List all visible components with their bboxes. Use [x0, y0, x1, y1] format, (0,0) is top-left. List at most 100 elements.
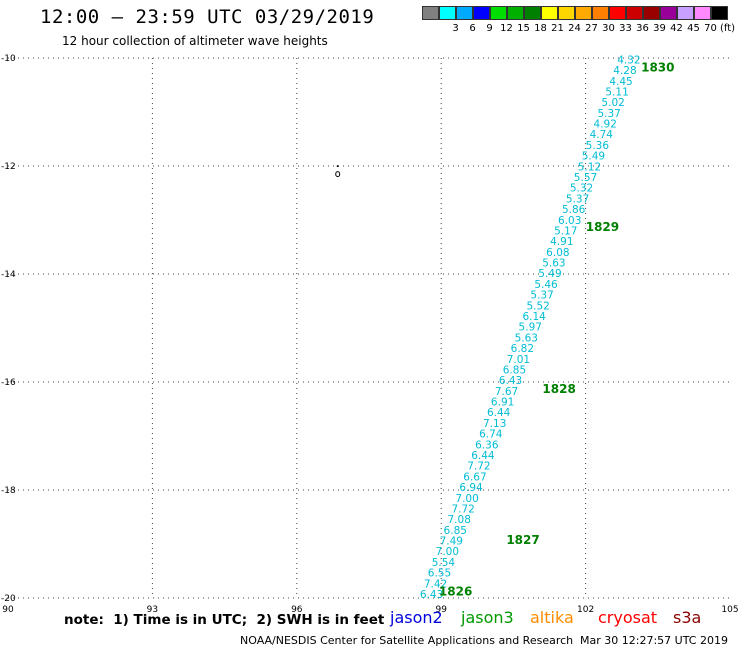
colorbar-swatch	[422, 6, 439, 20]
swh-value-label: 5.46	[534, 279, 558, 291]
colorbar-swatch	[694, 6, 711, 20]
colorbar-swatch	[490, 6, 507, 20]
swh-value-label: 5.37	[530, 290, 553, 302]
colorbar-swatch	[439, 6, 456, 20]
colorbar-label: 21	[551, 23, 564, 34]
swh-value-label: 7.00	[436, 546, 459, 558]
swh-value-label: 7.42	[424, 578, 447, 590]
colorbar-label: 36	[636, 23, 649, 34]
swh-value-label: 5.12	[578, 161, 601, 173]
colorbar-swatch	[592, 6, 609, 20]
colorbar-label: 39	[653, 23, 666, 34]
island-marker	[336, 165, 339, 168]
colorbar-swatch	[609, 6, 626, 20]
swh-value-label: 4.92	[594, 119, 617, 131]
swh-value-label: 7.67	[495, 386, 518, 398]
colorbar-label: 18	[534, 23, 547, 34]
colorbar-swatch	[643, 6, 660, 20]
swh-value-label: 6.91	[491, 397, 514, 409]
satellite-legend-jason2: jason2	[390, 608, 443, 627]
footer-timestamp: Mar 30 12:27:57 UTC 2019	[580, 634, 728, 647]
map-title: 12:00 — 23:59 UTC 03/29/2019	[40, 6, 375, 28]
x-tick-label: 102	[577, 605, 594, 615]
swh-value-label: 7.00	[455, 493, 478, 505]
colorbar-swatch	[524, 6, 541, 20]
swh-value-label: 5.37	[597, 108, 620, 120]
swh-value-label: 6.43	[420, 589, 443, 601]
colorbar-label: 24	[568, 23, 581, 34]
map-subtitle: 12 hour collection of altimeter wave hei…	[62, 34, 328, 48]
swh-value-label: 6.44	[487, 407, 511, 419]
y-tick-label: -16	[1, 378, 16, 388]
swh-value-label: 5.54	[432, 557, 456, 569]
swh-value-label: 5.11	[605, 86, 628, 98]
satellite-legend-cryosat: cryosat	[598, 608, 658, 627]
colorbar-swatch	[575, 6, 592, 20]
colorbar-label: 12	[500, 23, 513, 34]
x-tick-label: 96	[291, 605, 303, 615]
swh-value-label: 7.01	[507, 354, 530, 366]
x-tick-label: 105	[721, 605, 738, 615]
colorbar-swatch	[473, 6, 490, 20]
swh-value-label: 6.36	[475, 439, 499, 451]
y-tick-label: -18	[1, 486, 16, 496]
colorbar-label: 33	[619, 23, 632, 34]
swh-value-label: 6.67	[463, 471, 486, 483]
swh-value-label: 5.63	[542, 258, 565, 270]
swh-value-label: 5.52	[526, 300, 549, 312]
satellite-legend-jason3: jason3	[461, 608, 514, 627]
swh-value-label: 6.08	[546, 247, 569, 259]
satellite-legend-altika: altika	[530, 608, 574, 627]
swh-value-label: 6.94	[459, 482, 483, 494]
colorbar-label: 27	[585, 23, 598, 34]
swh-value-label: 4.91	[550, 236, 573, 248]
colorbar-label: 30	[602, 23, 615, 34]
colorbar-swatch	[507, 6, 524, 20]
swh-value-label: 5.02	[601, 97, 624, 109]
island-marker	[335, 171, 341, 178]
colorbar-swatch	[456, 6, 473, 20]
swh-value-label: 5.63	[515, 332, 538, 344]
colorbar-label: 45	[687, 23, 700, 34]
time-label: 1828	[542, 382, 575, 396]
swh-value-label: 4.74	[590, 129, 614, 141]
footer-credit: NOAA/NESDIS Center for Satellite Applica…	[240, 634, 574, 647]
colorbar-label: 6	[469, 23, 476, 34]
colorbar-label: 9	[486, 23, 493, 34]
colorbar-swatch	[660, 6, 677, 20]
swh-value-label: 6.43	[499, 375, 522, 387]
swh-value-label: 5.36	[586, 140, 610, 152]
swh-value-label: 7.08	[448, 514, 471, 526]
x-tick-label: 93	[147, 605, 158, 615]
colorbar-swatch	[626, 6, 643, 20]
swh-value-label: 7.72	[451, 503, 474, 515]
time-label: 1827	[506, 533, 539, 547]
swh-value-label: 5.32	[570, 183, 593, 195]
y-tick-label: -14	[1, 270, 16, 280]
colorbar-label: (ft)	[719, 23, 736, 34]
swh-value-label: 6.55	[428, 568, 451, 580]
swh-value-label: 4.32	[617, 54, 640, 66]
colorbar-swatch	[711, 6, 728, 20]
swh-value-label: 5.57	[574, 172, 597, 184]
swh-value-label: 6.03	[558, 215, 581, 227]
colorbar-swatch	[541, 6, 558, 20]
swh-value-label: 7.13	[483, 418, 506, 430]
colorbar-label: 3	[452, 23, 459, 34]
swh-value-label: 6.82	[511, 343, 534, 355]
time-label: 1830	[641, 61, 674, 75]
colorbar-label: 15	[517, 23, 530, 34]
swh-value-label: 5.17	[554, 225, 577, 237]
colorbar-swatch	[558, 6, 575, 20]
time-label: 1826	[439, 584, 472, 598]
x-tick-label: 99	[435, 605, 447, 615]
colorbar-label: 70	[704, 23, 717, 34]
colorbar-swatch	[677, 6, 694, 20]
satellite-legend-s3a: s3a	[673, 608, 702, 627]
swh-value-label: 6.85	[444, 525, 467, 537]
units-note: note: 1) Time is in UTC; 2) SWH is in fe…	[64, 612, 385, 628]
swh-value-label: 4.45	[609, 76, 632, 88]
swh-value-label: 7.72	[467, 461, 490, 473]
swh-value-label: 4.28	[613, 65, 636, 77]
